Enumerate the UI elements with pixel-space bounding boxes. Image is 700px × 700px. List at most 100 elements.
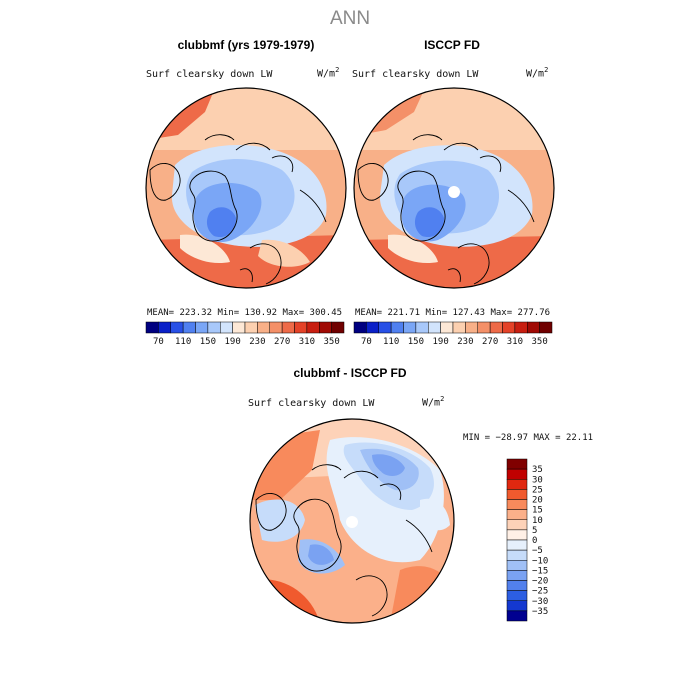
diff-map	[250, 419, 454, 623]
panel-2-colorbar-labels: 70 110 150 190 230 270 310 350	[361, 337, 548, 347]
panel-2-coastlines	[357, 134, 535, 285]
panel-1-colorbar-swatch	[170, 321, 184, 334]
panel-2-colorbar-label: 270	[482, 337, 498, 347]
diff-colorbar-label: 5	[532, 526, 537, 536]
panel-2-map	[354, 88, 554, 288]
diff-coastlines	[255, 464, 433, 617]
diff-colorbar-swatch	[506, 560, 528, 571]
panel-1-colorbar-label: 310	[299, 337, 315, 347]
panel-2-colorbar-swatch	[378, 321, 392, 334]
panel-1-colorbar	[145, 321, 345, 334]
panel-1-colorbar-label: 270	[274, 337, 290, 347]
panel-1-colorbar-swatch	[269, 321, 283, 334]
diff-colorbar-label: −10	[532, 556, 548, 566]
panel-1-units: W/m2	[317, 66, 340, 80]
diff-colorbar-swatch	[506, 499, 528, 510]
panel-1-colorbar-swatch	[306, 321, 320, 334]
panel-1-colorbar-swatch	[220, 321, 233, 334]
panel-2-colorbar-swatch	[440, 321, 454, 334]
panel-1-colorbar-swatch	[158, 321, 171, 334]
panel-2-colorbar-label: 70	[361, 337, 372, 347]
diff-colorbar-swatch	[506, 458, 528, 470]
panel-2-colorbar-label: 110	[383, 337, 399, 347]
diff-colorbar-label: 30	[532, 475, 543, 485]
diff-colorbar-label: 15	[532, 506, 543, 516]
panel-1-colorbar-swatch	[232, 321, 246, 334]
diff-colorbar-label: −20	[532, 577, 548, 587]
panel-2-colorbar-swatch	[415, 321, 429, 334]
panel-1-colorbar-label: 70	[153, 337, 164, 347]
panel-2-colorbar-swatch	[428, 321, 441, 334]
panel-2-stats: MEAN= 221.71 Min= 127.43 Max= 277.76	[355, 308, 551, 318]
diff-colorbar-swatch	[506, 600, 528, 612]
panel-2-colorbar-label: 190	[432, 337, 448, 347]
diff-variable: Surf clearsky down LW	[248, 398, 375, 409]
diff-colorbar-label: 20	[532, 496, 543, 506]
diff-title: clubbmf - ISCCP FD	[293, 366, 407, 380]
diff-colorbar-swatch	[506, 539, 528, 551]
page-title: ANN	[329, 8, 371, 29]
panel-1-map	[146, 88, 346, 288]
panel-2-colorbar-swatch	[489, 321, 503, 334]
panel-2-colorbar-label: 230	[457, 337, 473, 347]
panel-2-colorbar-label: 150	[408, 337, 424, 347]
panel-2-colorbar-swatch	[353, 321, 367, 334]
panel-2-colorbar-swatch	[514, 321, 528, 334]
diff-colorbar-label: −35	[532, 607, 548, 617]
panel-1-colorbar-label: 110	[175, 337, 191, 347]
diff-colorbar-label: −5	[532, 546, 543, 556]
diff-colorbar-label: 10	[532, 516, 543, 526]
panel-1-colorbar-label: 150	[200, 337, 216, 347]
panel-2-units: W/m2	[526, 66, 549, 80]
diff-colorbar	[506, 458, 528, 622]
panel-2-colorbar	[353, 321, 553, 334]
diff-colorbar-swatch	[506, 580, 528, 591]
diff-colorbar-swatch	[506, 489, 528, 500]
diff-units: W/m2	[422, 395, 445, 409]
panel-2-colorbar-swatch	[502, 321, 516, 334]
panel-2-colorbar-swatch	[366, 321, 379, 334]
panel-2-colorbar-swatch	[403, 321, 417, 334]
panel-1-colorbar-swatch	[294, 321, 308, 334]
diff-colorbar-label: −30	[532, 597, 548, 607]
panel-2-colorbar-swatch	[527, 321, 540, 334]
panel-2-colorbar-label: 350	[531, 337, 547, 347]
panel-1-colorbar-label: 350	[323, 337, 339, 347]
diff-colorbar-label: −15	[532, 566, 548, 576]
panel-2-variable: Surf clearsky down LW	[352, 69, 479, 80]
diff-colorbar-label: 0	[532, 536, 537, 546]
panel-1-stats: MEAN= 223.32 Min= 130.92 Max= 300.45	[147, 308, 343, 318]
diff-colorbar-label: 35	[532, 465, 543, 475]
panel-2-colorbar-swatch	[452, 321, 466, 334]
diff-colorbar-swatch	[506, 549, 528, 561]
panel-1-colorbar-swatch	[281, 321, 295, 334]
panel-1-colorbar-swatch	[182, 321, 196, 334]
diff-colorbar-swatch	[506, 519, 528, 531]
panel-2-colorbar-swatch	[465, 321, 478, 334]
diff-colorbar-swatch	[506, 610, 528, 622]
diff-colorbar-label: −25	[532, 587, 548, 597]
diff-stats: MIN = −28.97 MAX = 22.11	[463, 433, 594, 443]
diff-colorbar-swatch	[506, 479, 528, 490]
diff-colorbar-swatch	[506, 529, 528, 541]
diff-colorbar-swatch	[506, 509, 528, 520]
panel-1-title: clubbmf (yrs 1979-1979)	[177, 38, 315, 52]
panel-2-colorbar-swatch	[539, 321, 553, 334]
panel-1-variable: Surf clearsky down LW	[146, 69, 273, 80]
panel-1-colorbar-swatch	[207, 321, 221, 334]
panel-1-colorbar-swatch	[244, 321, 258, 334]
diff-colorbar-swatch	[506, 570, 528, 581]
panel-1-colorbar-label: 230	[249, 337, 265, 347]
panel-1-coastlines	[149, 134, 327, 285]
panel-2-colorbar-swatch	[390, 321, 404, 334]
panel-1-colorbar-swatch	[145, 321, 159, 334]
panel-2-colorbar-swatch	[477, 321, 491, 334]
panel-1-colorbar-labels: 70 110 150 190 230 270 310 350	[153, 337, 340, 347]
diff-colorbar-swatch	[506, 468, 528, 480]
panel-1-colorbar-label: 190	[224, 337, 240, 347]
panel-2-colorbar-label: 310	[507, 337, 523, 347]
diff-colorbar-label: 25	[532, 485, 543, 495]
panel-1-colorbar-swatch	[257, 321, 270, 334]
